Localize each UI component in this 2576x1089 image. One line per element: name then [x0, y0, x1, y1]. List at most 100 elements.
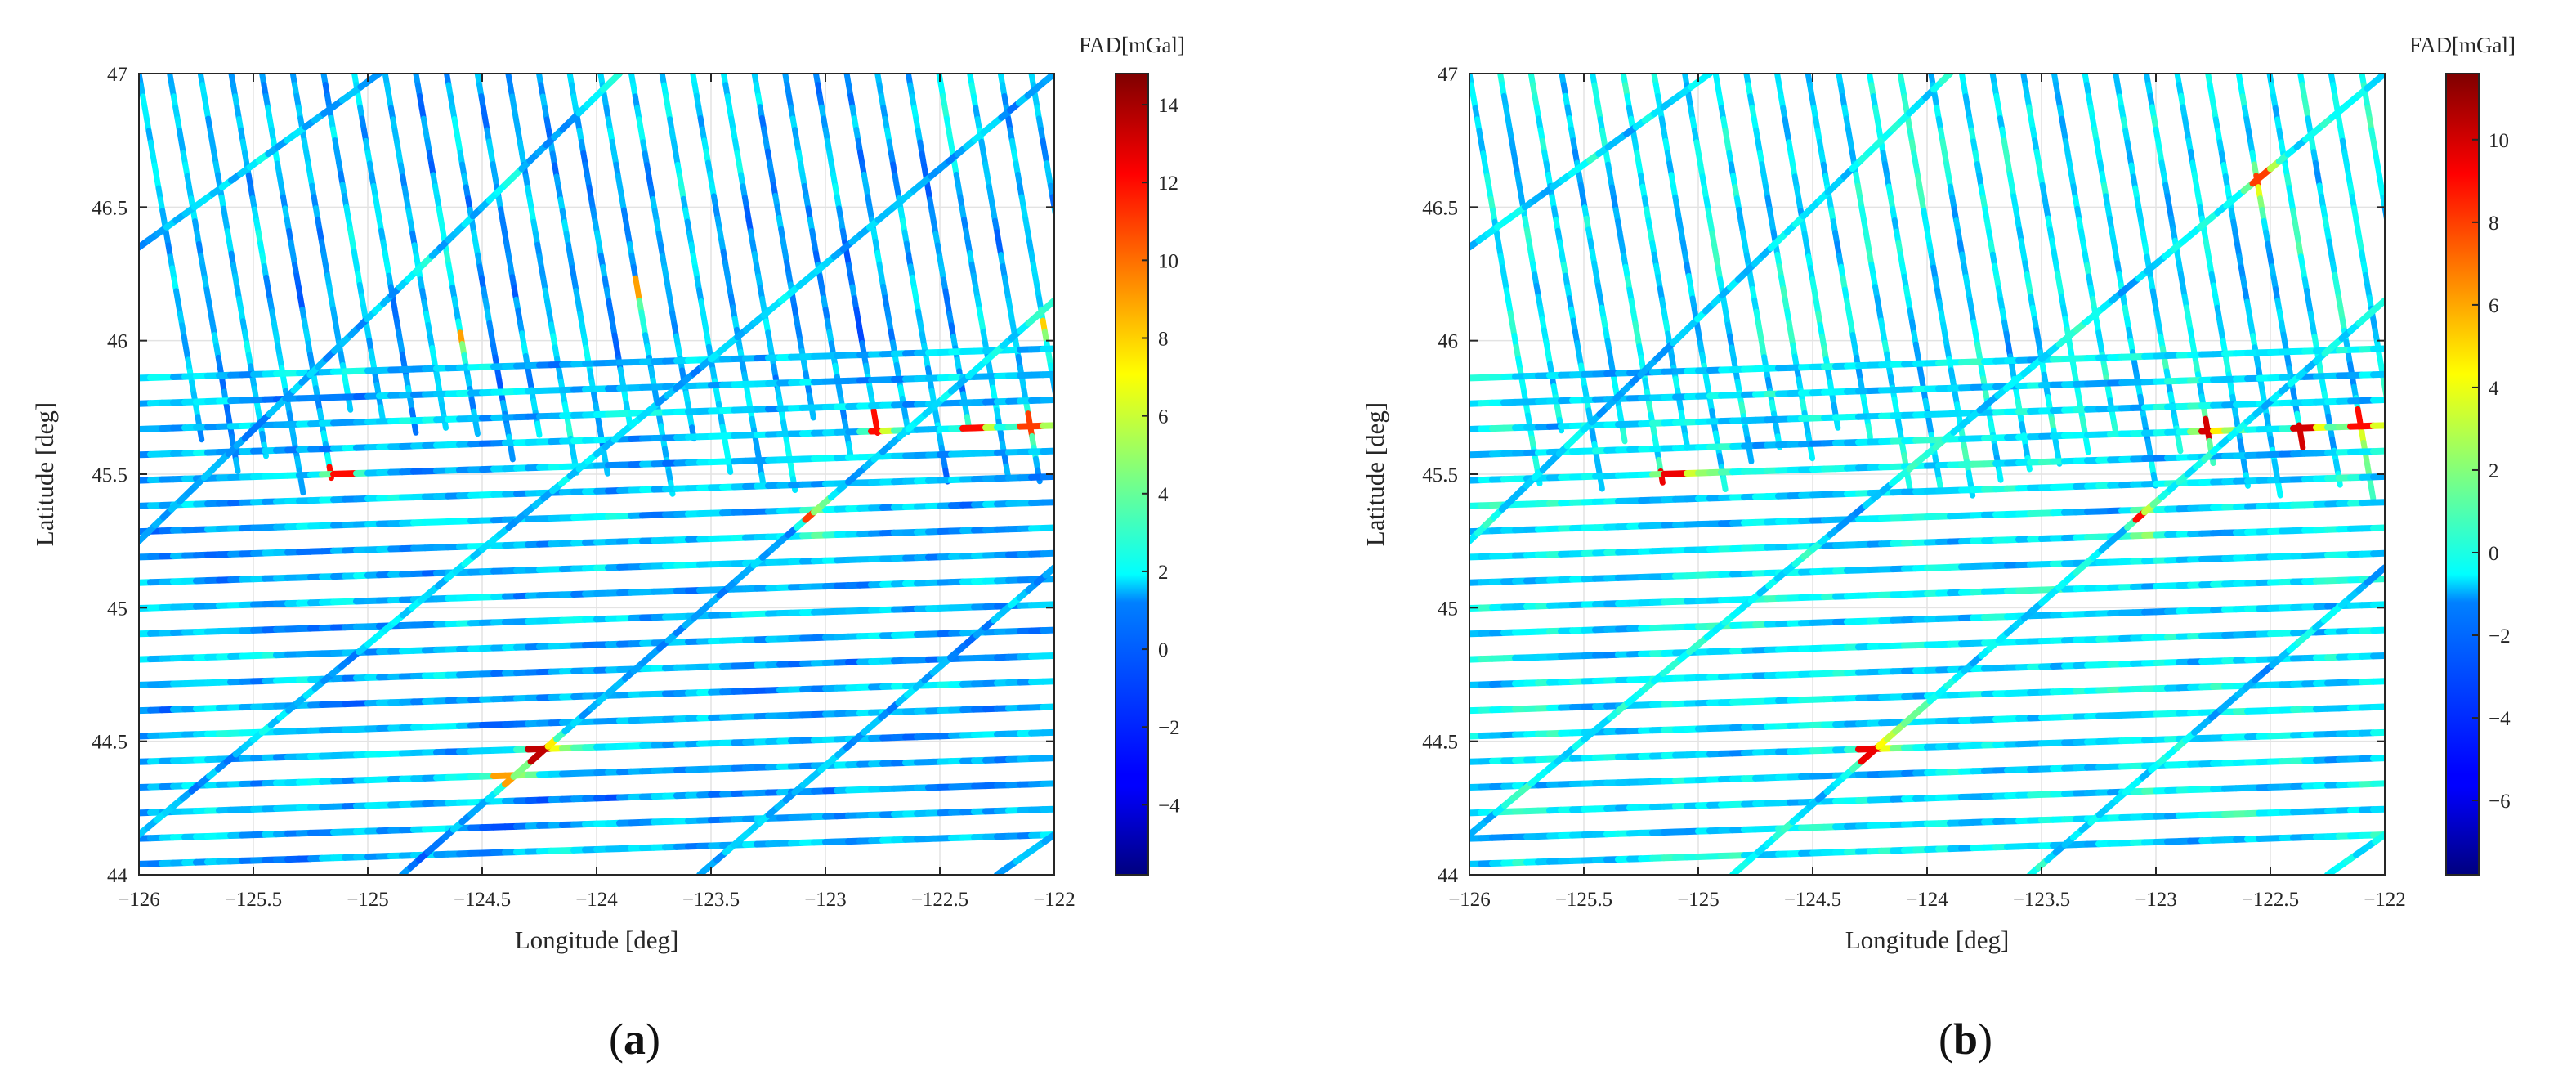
track-east-west: [1469, 780, 2385, 817]
track-segment: [2410, 356, 2412, 367]
track-east-west: [139, 524, 1054, 561]
colorbar-tick-label: 4: [1158, 484, 1169, 506]
track-north-south: [720, 74, 798, 494]
track-north-south: [2205, 74, 2283, 499]
track-segment: [1071, 309, 1073, 320]
track-north-south: [628, 74, 697, 442]
track-segment: [2083, 437, 2091, 455]
track-segment: [1060, 422, 1062, 433]
track-north-south: [1682, 74, 1755, 465]
track-segment: [1064, 264, 1066, 276]
track-segment: [1041, 831, 1054, 845]
track-segment: [1093, 432, 1094, 444]
track-segment: [297, 478, 306, 496]
track-east-west: [139, 755, 1054, 791]
track-segment: [1058, 410, 1060, 422]
track-segment: [1068, 286, 1070, 298]
track-segment: [1066, 276, 1067, 287]
track-north-south: [2113, 74, 2184, 455]
y-tick-label: 44: [107, 865, 128, 887]
track-east-west: [139, 703, 1054, 740]
track-segment: [2176, 437, 2184, 455]
track-segment: [1091, 421, 1093, 432]
track-north-south: [597, 74, 676, 497]
track-north-south: [659, 74, 734, 475]
track-segment: [1058, 231, 1060, 242]
track-east-west: [139, 626, 1054, 663]
track-north-south: [782, 74, 854, 459]
track-segment: [845, 441, 854, 459]
track-east-west: [1469, 601, 2385, 638]
track-segment: [2403, 311, 2404, 322]
track-segment: [2395, 443, 2396, 455]
track-segment: [2389, 231, 2390, 243]
track-segment: [2416, 389, 2417, 401]
track-segment: [2406, 333, 2408, 344]
track-segment: [1089, 410, 1091, 421]
track-north-south: [1620, 74, 1690, 450]
track-segment: [1042, 564, 1054, 579]
track-north-south: [690, 74, 767, 489]
y-tick-label: 46: [107, 331, 127, 353]
track-segment: [2402, 487, 2404, 499]
x-tick-label: −124.5: [454, 889, 511, 911]
track-segment: [1076, 331, 1077, 343]
track-segment: [378, 404, 386, 421]
track-segment: [2396, 454, 2398, 465]
track-east-west: [139, 345, 1054, 382]
track-segment: [2395, 266, 2396, 277]
track-east-west: [1469, 678, 2385, 715]
track-north-south: [566, 74, 633, 429]
x-tick-label: −124: [575, 889, 618, 911]
x-tick-label: −125: [347, 889, 389, 911]
colorbar-tick-label: 6: [1158, 406, 1169, 428]
track-east-west: [1469, 652, 2385, 688]
colorbar-tick-label: 0: [1158, 639, 1169, 661]
track-east-west: [1469, 576, 2385, 612]
chart-panel-b: −126 −125.5 −125 −124.5 −124 −123.5 −123 −122.5…: [1361, 33, 2516, 954]
track-diagonal: [994, 831, 1054, 875]
track-segment: [1064, 444, 1066, 455]
track-segment: [1062, 253, 1064, 264]
track-segment: [1060, 242, 1062, 253]
track-east-west: [139, 601, 1054, 638]
colorbar-tick-label: 2: [1158, 562, 1169, 584]
track-north-south: [1559, 74, 1628, 445]
track-east-west: [139, 447, 1054, 484]
track-segment: [1597, 474, 1605, 492]
track-north-south: [289, 74, 354, 413]
track-segment: [2422, 424, 2423, 435]
track-east-west: [139, 831, 1054, 867]
track-segment: [1720, 475, 1729, 493]
track-east-west: [1469, 728, 2385, 765]
track-segment: [1905, 474, 1913, 492]
track-segment: [2399, 288, 2400, 299]
track-north-south: [259, 74, 334, 482]
colorbar-tick-label: 8: [1158, 328, 1169, 350]
track-north-south: [1958, 74, 2033, 473]
track-east-west: [1469, 755, 2385, 791]
track-segment: [508, 445, 516, 463]
track-segment: [2390, 243, 2392, 254]
track-diagonal: [696, 564, 1054, 875]
track-diagonal: [139, 74, 623, 544]
track-north-south: [320, 74, 386, 421]
track-east-west: [139, 652, 1054, 688]
track-segment: [608, 74, 623, 85]
track-segment: [2393, 254, 2395, 266]
chart-panel-a: −126 −125.5 −125 −124.5 −124 −123.5 −123 −122.5…: [30, 33, 1185, 954]
track-segment: [472, 419, 481, 437]
track-segment: [2412, 367, 2413, 379]
track-segment: [2389, 410, 2390, 421]
y-tick-label: 45.5: [92, 464, 127, 486]
track-segment: [1620, 427, 1628, 445]
track-segment: [2275, 481, 2283, 499]
track-segment: [1080, 354, 1081, 365]
track-segment: [2398, 465, 2399, 477]
track-layer: [1469, 74, 2423, 875]
track-segment: [1042, 297, 1054, 311]
colorbar-gradient: [1115, 73, 1149, 876]
colorbar-tick-label: 12: [1158, 173, 1178, 195]
track-segment: [2400, 477, 2402, 488]
